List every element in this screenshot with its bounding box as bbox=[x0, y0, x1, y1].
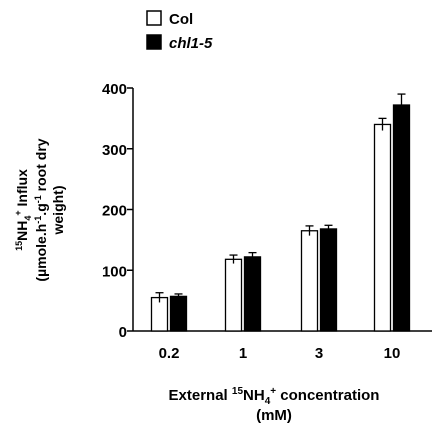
bar-chl1-5-3 bbox=[319, 228, 338, 332]
bar-chl1-5-10 bbox=[392, 104, 411, 332]
bar-col-1 bbox=[224, 258, 243, 332]
legend-label-col: Col bbox=[169, 11, 193, 28]
x-tick-label: 10 bbox=[384, 345, 401, 362]
y-ticks: 0 100 200 300 400 bbox=[102, 81, 133, 341]
y-axis-label-line3: weight) bbox=[50, 186, 66, 236]
x-ticks: 0.2 1 3 10 bbox=[159, 345, 401, 362]
bar-col-0.2 bbox=[150, 296, 169, 332]
x-tick-label: 0.2 bbox=[159, 345, 180, 362]
x-axis-label-line2: (mM) bbox=[256, 407, 292, 424]
legend: Col chl1-5 bbox=[146, 10, 213, 52]
x-axis-label-line1: External 15NH4+ concentration bbox=[169, 386, 380, 407]
legend-swatch-col bbox=[146, 10, 162, 26]
bar-chl1-5-0.2 bbox=[169, 295, 188, 332]
y-tick-label: 200 bbox=[102, 203, 127, 220]
bar-col-3 bbox=[300, 230, 319, 332]
x-tick-label: 1 bbox=[239, 345, 247, 362]
x-tick-label: 3 bbox=[315, 345, 323, 362]
y-tick-label: 400 bbox=[102, 81, 127, 98]
bar-chl1-5-1 bbox=[243, 256, 262, 332]
y-tick-label: 100 bbox=[102, 263, 127, 280]
bars bbox=[150, 93, 411, 332]
y-axis-label-line2: (µmole.h-1.g-1 root dry bbox=[33, 138, 49, 281]
legend-label-chl1-5: chl1-5 bbox=[169, 35, 213, 52]
y-axis-label-line1: 15NH4+ Influx bbox=[13, 169, 33, 251]
legend-swatch-chl1-5 bbox=[146, 34, 162, 50]
y-tick-label: 300 bbox=[102, 142, 127, 159]
bar-col-10 bbox=[373, 123, 392, 332]
y-tick-label: 0 bbox=[119, 324, 127, 341]
